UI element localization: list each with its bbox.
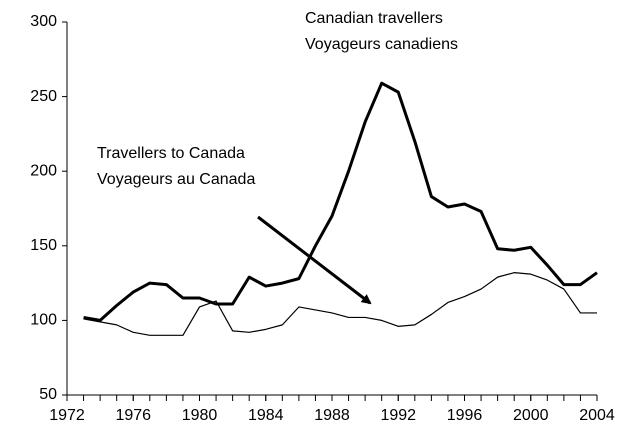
annotation-line: Voyageurs au Canada bbox=[97, 171, 255, 188]
x-tick-label: 1984 bbox=[248, 407, 284, 424]
x-tick-label: 1980 bbox=[182, 407, 218, 424]
x-tick-label: 2000 bbox=[513, 407, 549, 424]
y-tick-label: 300 bbox=[30, 13, 57, 30]
y-tick-label: 100 bbox=[30, 312, 57, 329]
x-tick-label: 1988 bbox=[314, 407, 350, 424]
arrow bbox=[257, 215, 372, 305]
y-tick-label: 150 bbox=[30, 237, 57, 254]
x-tick-label: 1972 bbox=[49, 407, 85, 424]
annotation-line: Canadian travellers bbox=[305, 10, 443, 27]
series-line bbox=[83, 81, 598, 322]
y-tick-label: 200 bbox=[30, 162, 57, 179]
x-tick-label: 2004 bbox=[579, 407, 615, 424]
x-tick-label: 1976 bbox=[115, 407, 151, 424]
y-tick-label: 50 bbox=[39, 386, 57, 403]
annotation-line: Travellers to Canada bbox=[97, 145, 245, 162]
x-tick-label: 1992 bbox=[380, 407, 416, 424]
y-tick-label: 250 bbox=[30, 88, 57, 105]
annotation-line: Voyageurs canadiens bbox=[305, 36, 458, 53]
x-tick-label: 1996 bbox=[447, 407, 483, 424]
series-line bbox=[83, 272, 597, 336]
